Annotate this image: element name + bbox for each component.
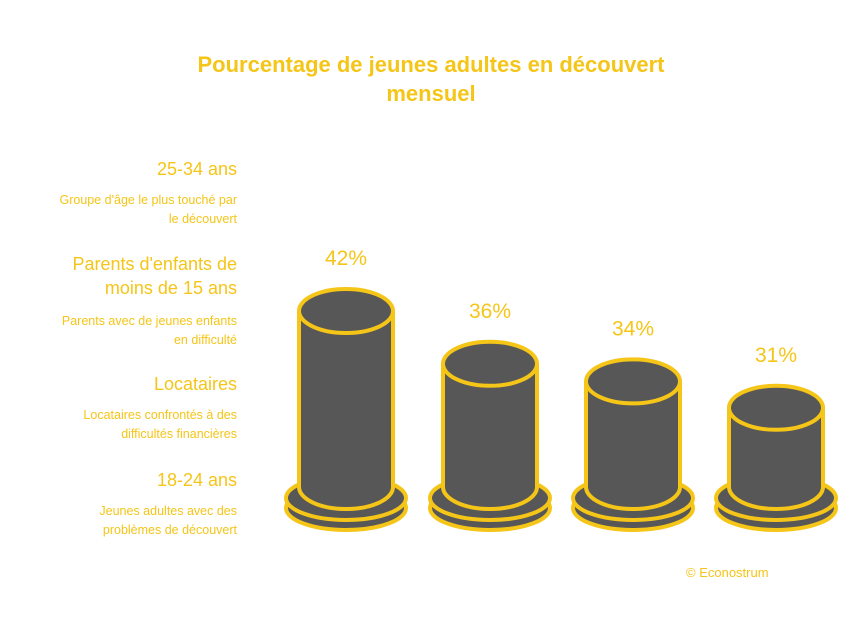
credit-text: © Econostrum — [686, 565, 769, 580]
cylinder-top — [297, 287, 395, 335]
legend-title-line: Locataires — [153, 374, 237, 394]
legend-desc-line: Groupe d'âge le plus touché par — [59, 193, 237, 207]
cylinder-bar — [727, 405, 825, 511]
category-legend: 25-34 ans Groupe d'âge le plus touché pa… — [0, 0, 237, 630]
cylinder-bar — [584, 379, 682, 511]
cylinder-top — [727, 383, 825, 432]
legend-desc-25-34: Groupe d'âge le plus touché par le décou… — [0, 191, 237, 229]
data-label: 42% — [325, 247, 367, 270]
legend-title-line: 25-34 ans — [156, 159, 237, 179]
legend-desc-line: difficultés financières — [121, 427, 237, 441]
legend-title-18-24: 18-24 ans — [0, 468, 237, 492]
cylinder-top — [441, 339, 539, 388]
legend-desc-18-24: Jeunes adultes avec des problèmes de déc… — [0, 502, 237, 540]
cylinder-bar — [297, 309, 395, 511]
legend-title-line: moins de 15 ans — [104, 278, 237, 298]
legend-title-parents: Parents d'enfants de moins de 15 ans — [0, 252, 237, 300]
data-label: 31% — [755, 344, 797, 367]
legend-desc-line: Jeunes adultes avec des — [99, 504, 237, 518]
chart-title-line-1: Pourcentage de jeunes adultes en découve… — [197, 52, 665, 77]
legend-desc-line: problèmes de découvert — [102, 523, 237, 537]
legend-desc-locataires: Locataires confrontés à des difficultés … — [0, 406, 237, 444]
legend-desc-line: Parents avec de jeunes enfants — [61, 314, 237, 328]
legend-title-locataires: Locataires — [0, 372, 237, 396]
legend-desc-line: en difficulté — [173, 333, 237, 347]
legend-title-line: 18-24 ans — [156, 470, 237, 490]
data-label: 34% — [612, 317, 654, 340]
legend-desc-parents: Parents avec de jeunes enfants en diffic… — [0, 312, 237, 350]
legend-title-line: Parents d'enfants de — [72, 254, 237, 274]
chart-title: Pourcentage de jeunes adultes en découve… — [0, 50, 862, 108]
cylinder-bar — [441, 361, 539, 511]
chart-title-line-2: mensuel — [386, 81, 476, 106]
legend-title-25-34: 25-34 ans — [0, 157, 237, 181]
data-label: 36% — [469, 300, 511, 323]
legend-desc-line: le découvert — [168, 212, 237, 226]
cylinder-top — [584, 357, 682, 406]
legend-desc-line: Locataires confrontés à des — [83, 408, 237, 422]
